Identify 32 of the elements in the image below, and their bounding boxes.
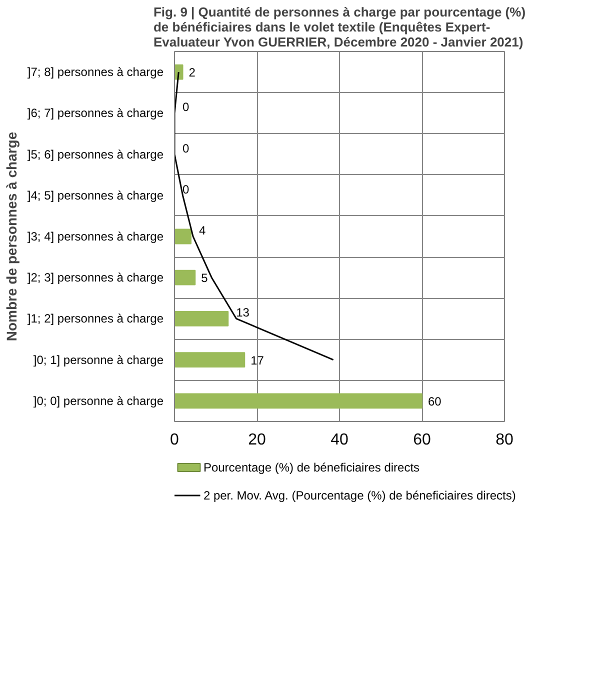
bar <box>174 270 196 286</box>
y-tick-label: ]2; 3] personnes à charge <box>27 270 164 285</box>
x-tick-label: 0 <box>170 432 180 448</box>
y-tick-label: ]0; 1] personne à charge <box>33 352 164 367</box>
bar <box>174 393 422 409</box>
bar <box>174 228 192 244</box>
y-tick-label: ]5; 6] personnes à charge <box>27 147 164 162</box>
data-label: 13 <box>236 306 250 320</box>
y-tick-label: ]6; 7] personnes à charge <box>27 106 164 120</box>
bar <box>174 311 229 326</box>
data-label: 60 <box>428 394 442 408</box>
x-tick-label: 80 <box>496 432 514 448</box>
y-tick-label: ]1; 2] personnes à charge <box>27 312 164 326</box>
legend-label: 2 per. Mov. Avg. (Pourcentage (%) de béneficiaires directs) <box>203 488 516 502</box>
x-tick-label: 20 <box>248 432 266 448</box>
data-label: 0 <box>182 100 190 114</box>
x-tick-label: 40 <box>330 432 348 448</box>
y-tick-label: ]7; 8] personnes à charge <box>27 65 164 80</box>
chart-title: Fig. 9 | Quantité de personnes à charge par pourcentage (%) de bénéficiaires dans le volet textile (Enquêtes Expert- Evaluateur Yvon GUERRIER, Décembre 2020 - Janvier 2021) <box>153 4 526 50</box>
legend-label: Pourcentage (%) de béneficiaires directs <box>203 460 420 474</box>
data-label: 2 <box>188 66 196 80</box>
data-label: 17 <box>250 353 264 368</box>
y-tick-label: ]0; 0] personne à charge <box>33 394 164 408</box>
bar <box>174 352 246 368</box>
data-label: 0 <box>182 182 190 196</box>
data-label: 0 <box>182 141 190 156</box>
y-tick-label: ]4; 5] personnes à charge <box>27 188 164 202</box>
data-label: 4 <box>199 224 206 238</box>
data-label: 5 <box>201 271 208 286</box>
y-tick-label: ]3; 4] personnes à charge <box>27 230 164 244</box>
y-axis-title: Nombre de personnes à charge <box>3 132 20 342</box>
x-tick-label: 60 <box>413 432 431 448</box>
